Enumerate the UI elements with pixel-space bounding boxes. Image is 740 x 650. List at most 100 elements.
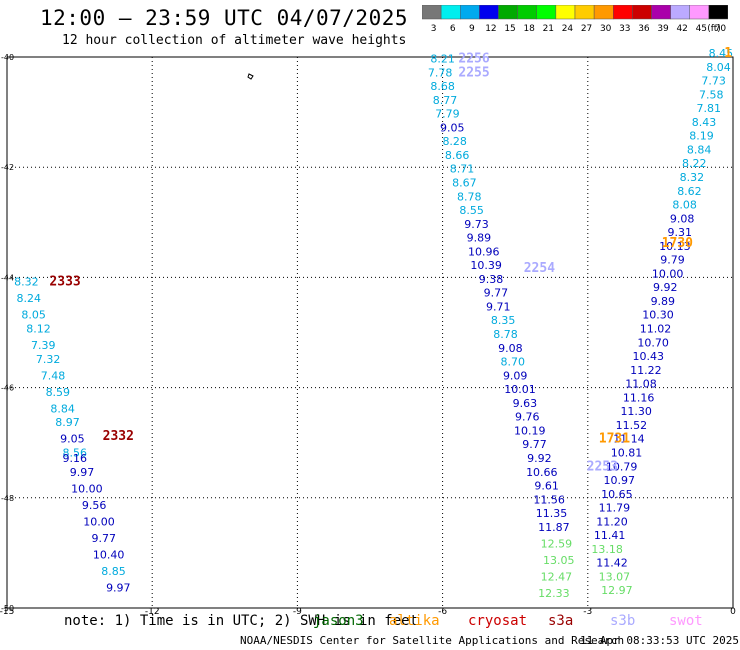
footer-note: note: 1) Time is in UTC; 2) SWH is in fe… [64,613,419,629]
colorbar-label: 15 [504,24,515,34]
wave-height-point: 8.77 [433,94,458,107]
y-tick-label: -46 [1,384,14,393]
pass-number-label: 2255 [458,65,489,80]
wave-height-point: 8.85 [101,565,126,578]
wave-height-point: 11.35 [536,507,568,520]
wave-height-point: 9.89 [651,295,676,308]
y-tick-label: -44 [1,273,14,282]
mission-s3a: s3a [548,613,574,629]
colorbar-label: 21 [543,24,554,34]
y-tick-label: -48 [1,494,14,503]
wave-height-point: 8.67 [452,176,477,189]
wave-height-point: 11.52 [616,419,648,432]
wave-height-point: 8.68 [430,80,455,93]
plot-area [6,56,734,609]
wave-height-point: 9.05 [440,121,465,134]
wave-height-point: 9.63 [513,397,538,410]
colorbar-label: 45 [696,24,707,34]
wave-height-point: 11.41 [594,529,626,542]
wave-height-point: 8.78 [493,328,518,341]
wave-height-point: 7.39 [31,339,56,352]
mission-jason3: jason3 [313,613,364,629]
wave-height-point: 8.19 [689,130,714,143]
colorbar-label: 36 [638,24,650,34]
wave-height-point: 12.47 [541,570,573,583]
wave-height-point: 10.97 [604,474,636,487]
wave-height-point: 10.01 [504,383,536,396]
pass-number-label: 2253 [587,459,618,474]
wave-height-point: 9.77 [92,532,117,545]
wave-height-point: 9.92 [653,281,678,294]
wave-height-point: 10.81 [611,446,643,459]
colorbar-label: 33 [619,24,630,34]
wave-height-point: 8.45 [709,47,734,60]
wave-height-point: 11.08 [625,378,657,391]
wave-height-point: 10.30 [642,309,674,322]
wave-height-point: 9.31 [668,226,693,239]
wave-height-point: 8.71 [450,163,475,176]
x-tick-label: -3 [583,607,592,617]
pass-number-label: 2332 [103,429,134,444]
wave-height-point: 9.08 [670,212,695,225]
wave-height-point: 8.05 [21,309,46,322]
pass-number-label: 1730 [662,236,693,251]
colorbar-label: 39 [657,24,669,34]
wave-height-point: 11.30 [620,405,652,418]
wave-height-point: 10.65 [601,488,633,501]
colorbar-label: 18 [523,24,535,34]
wave-height-point: 11.56 [533,493,565,506]
wave-height-point: 9.05 [60,433,85,446]
x-tick-label: -15 [0,607,14,617]
wave-height-point: 8.62 [677,185,702,198]
page-title: 12:00 — 23:59 UTC 04/07/2025 [40,6,409,30]
wave-height-point: 12.33 [538,587,570,600]
mission-swot: swot [669,613,703,629]
wave-height-point: 7.73 [701,75,726,88]
wave-height-point: 10.66 [526,466,558,479]
colorbar-label: 24 [562,24,574,34]
wave-height-point: 8.21 [430,53,455,66]
generated-timestamp: 11 Apr 08:33:53 UTC 2025 [580,634,739,647]
island-marker [247,73,254,80]
wave-height-point: 9.09 [503,369,528,382]
pass-number-label: 1731 [599,432,630,447]
wave-height-point: 8.08 [672,199,697,212]
x-tick-label: 0 [730,607,736,617]
wave-height-point: 13.18 [591,543,623,556]
credit-text: NOAA/NESDIS Center for Satellite Applica… [240,634,625,647]
wave-height-point: 8.35 [491,314,516,327]
wave-height-point: 9.08 [498,342,523,355]
wave-height-point: 10.96 [468,245,500,258]
mission-s3b: s3b [610,613,636,629]
wave-height-point: 8.97 [55,416,80,429]
wave-height-point: 8.32 [680,171,705,184]
wave-height-point: 10.00 [71,482,103,495]
colorbar-label: 27 [581,24,592,34]
grid-lines [7,57,733,608]
wave-height-point: 10.00 [83,515,115,528]
pass-number-label: 2254 [524,261,555,276]
wave-height-point: 8.22 [682,157,707,170]
colorbar-label: 9 [469,24,475,34]
wave-height-point: 9.92 [527,452,552,465]
wave-height-point: 10.13 [659,240,691,253]
pass-number-label: 1 [724,46,732,61]
wave-height-point: 8.04 [706,61,731,74]
colorbar-label: 3 [431,24,437,34]
mission-cryosat: cryosat [468,613,528,629]
y-tick-label: -50 [1,604,14,613]
wave-height-point: 13.07 [599,570,631,583]
x-tick-label: -12 [145,607,160,617]
wave-height-point: 10.40 [93,548,125,561]
wave-height-point: 10.43 [633,350,665,363]
wave-height-point: 11.20 [596,515,628,528]
wave-height-point: 8.84 [687,143,712,156]
wave-height-point: 10.70 [637,336,669,349]
wave-height-point: 8.84 [50,402,75,415]
colorbar-label: 6 [450,24,456,34]
colorbar-label: 30 [600,24,612,34]
colorbar-label: 42 [676,24,687,34]
wave-height-point: 8.43 [692,116,717,129]
wave-height-point: 11.02 [640,323,672,336]
